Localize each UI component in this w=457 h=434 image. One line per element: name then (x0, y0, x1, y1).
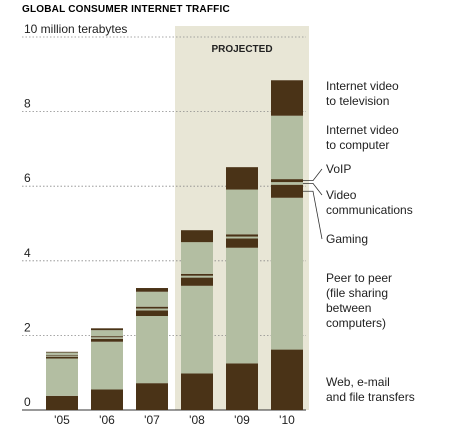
bar-segment (271, 197, 303, 350)
bar-segment (271, 80, 303, 116)
bar-segment (226, 189, 258, 235)
legend-label: computers) (326, 316, 386, 330)
projected-label: PROJECTED (211, 44, 272, 55)
bar-segment (136, 306, 168, 309)
bar-segment (91, 336, 123, 338)
bar-segment (46, 351, 78, 353)
legend-label: Web, e-mail (326, 375, 390, 389)
bar-segment (181, 373, 213, 410)
bar-segment (226, 167, 258, 190)
legend-label: to television (326, 94, 389, 108)
bar-segment (226, 363, 258, 410)
legend-leader-line (303, 190, 323, 240)
bar-segment (181, 285, 213, 374)
legend-leader-line (303, 168, 323, 182)
bar-segment (271, 115, 303, 180)
bar-segment (181, 230, 213, 243)
x-tick-label: '06 (99, 413, 115, 427)
y-tick-label: 2 (24, 320, 31, 334)
bar-segment (226, 234, 258, 237)
bar-segment (46, 358, 78, 396)
bar-segment (181, 273, 213, 276)
bar-segment (91, 338, 123, 342)
bar-segment (46, 395, 78, 410)
y-tick-label: 6 (24, 171, 31, 185)
legend-label: and file transfers (326, 390, 415, 404)
bar-segment (271, 182, 303, 185)
legend-label: (file sharing (326, 286, 388, 300)
bar-segment (226, 247, 258, 364)
bar-segment (46, 352, 78, 355)
legend-label: Internet video (326, 79, 399, 93)
bar-segment (46, 355, 78, 357)
legend-label: VoIP (326, 162, 351, 176)
bar-segment (91, 330, 123, 337)
bar-segment (226, 238, 258, 248)
bar-segment (136, 316, 168, 384)
y-tick-label: 8 (24, 97, 31, 111)
bar-segment (181, 242, 213, 274)
bar-segment (91, 328, 123, 331)
bar-segment (136, 288, 168, 292)
y-tick-label: 4 (24, 246, 31, 260)
bar-segment (91, 341, 123, 390)
legend-label: Internet video (326, 123, 399, 137)
bar-segment (46, 354, 78, 356)
legend-leader-line (303, 183, 323, 196)
legend-label: Gaming (326, 232, 368, 246)
x-tick-label: '10 (279, 413, 295, 427)
bar-segment (181, 275, 213, 278)
bar-segment (136, 308, 168, 311)
bar-segment (46, 356, 78, 359)
bar-segment (226, 236, 258, 239)
bar-segment (136, 383, 168, 410)
legend-label: to computer (326, 138, 389, 152)
x-tick-label: '07 (144, 413, 160, 427)
x-tick-label: '05 (54, 413, 70, 427)
bar-segment (181, 277, 213, 286)
x-tick-label: '08 (189, 413, 205, 427)
legend-label: Video (326, 188, 357, 202)
bar-segment (136, 291, 168, 307)
bar-segment (91, 389, 123, 410)
legend-label: communications (326, 203, 413, 217)
bar-segment (271, 179, 303, 183)
legend-label: Peer to peer (326, 271, 392, 285)
x-tick-label: '09 (234, 413, 250, 427)
legend-label: between (326, 301, 371, 315)
bar-segment (271, 184, 303, 198)
y-tick-label: 0 (24, 395, 31, 409)
bar-segment (271, 349, 303, 410)
y-tick-label: 10 million terabytes (24, 22, 127, 36)
bar-segment (91, 337, 123, 339)
chart-title: GLOBAL CONSUMER INTERNET TRAFFIC (22, 4, 230, 15)
bar-segment (136, 310, 168, 317)
